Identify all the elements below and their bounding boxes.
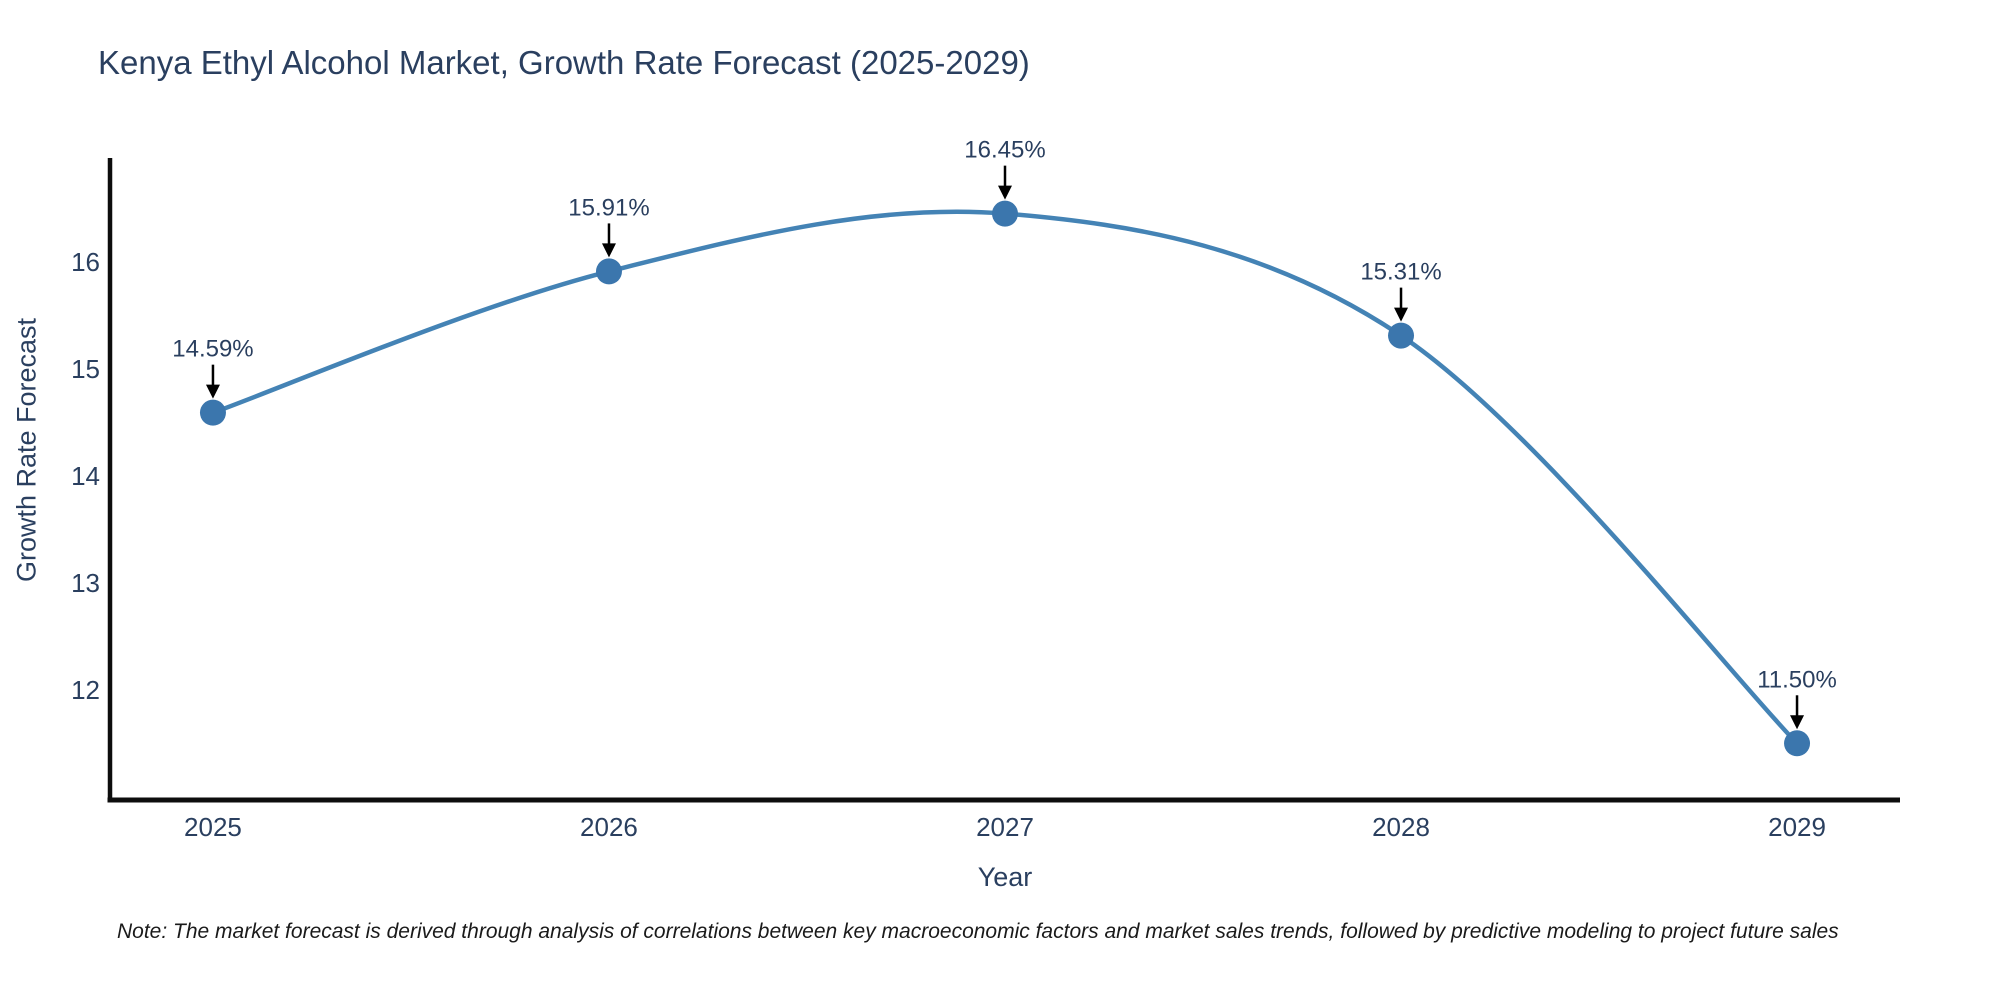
y-tick-label: 16 <box>71 247 100 277</box>
x-tick-label: 2028 <box>1372 812 1430 842</box>
y-tick-label: 13 <box>71 568 100 598</box>
forecast-line <box>210 209 1800 746</box>
x-axis-title: Year <box>977 862 1033 892</box>
annotation-label: 16.45% <box>964 137 1045 164</box>
y-tick-label: 15 <box>71 354 100 384</box>
annotation-label: 15.91% <box>568 194 649 221</box>
annotation-label: 14.59% <box>172 336 253 363</box>
annotation-arrowhead <box>1790 715 1805 730</box>
annotation-label: 11.50% <box>1757 666 1837 693</box>
annotation-arrowhead <box>601 243 616 258</box>
annotation-arrowhead <box>205 384 220 399</box>
x-tick-label: 2025 <box>184 812 242 842</box>
data-point-marker <box>1388 322 1415 349</box>
data-point-marker <box>199 399 226 426</box>
x-tick-label: 2027 <box>976 812 1034 842</box>
x-tick-label: 2029 <box>1768 812 1826 842</box>
data-point-marker <box>595 258 622 285</box>
data-point-marker <box>1784 730 1811 757</box>
footnote: Note: The market forecast is derived thr… <box>117 920 1839 943</box>
annotation-arrowhead <box>1394 307 1409 322</box>
chart-title: Kenya Ethyl Alcohol Market, Growth Rate … <box>98 44 1030 81</box>
annotation-label: 15.31% <box>1360 259 1441 286</box>
annotation-arrowhead <box>998 185 1012 200</box>
x-tick-label: 2026 <box>580 812 638 842</box>
y-axis-title: Growth Rate Forecast <box>11 317 42 583</box>
y-tick-label: 12 <box>71 675 100 705</box>
y-tick-label: 14 <box>71 461 100 491</box>
data-point-marker <box>992 200 1018 227</box>
